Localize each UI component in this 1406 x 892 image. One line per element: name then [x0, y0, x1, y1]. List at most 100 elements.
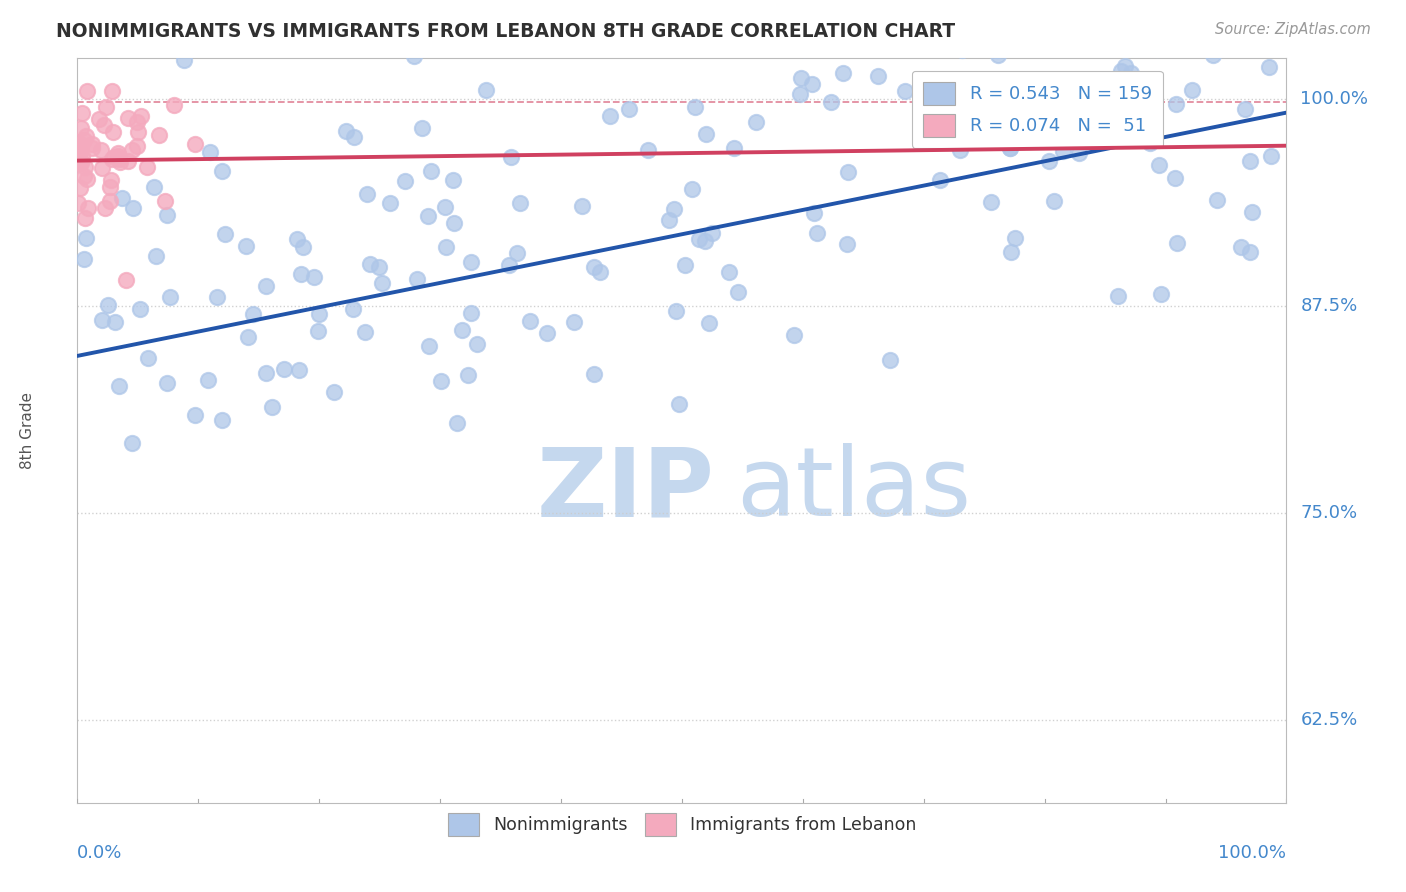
- Point: [107, 146, 129, 161]
- Point: [893, 84, 915, 98]
- Point: [69, 156, 91, 170]
- Point: [70, 154, 93, 169]
- Point: [67, 196, 90, 211]
- Point: [921, 118, 943, 132]
- Point: [1139, 136, 1161, 150]
- Point: [1150, 287, 1173, 301]
- Point: [668, 397, 690, 411]
- Point: [562, 315, 585, 329]
- Point: [800, 78, 823, 92]
- Point: [1043, 0, 1066, 2]
- Point: [474, 83, 496, 97]
- Point: [335, 123, 357, 137]
- Point: [93, 118, 115, 132]
- Point: [69, 136, 91, 151]
- Point: [76, 84, 98, 98]
- Point: [1239, 245, 1261, 260]
- Point: [1146, 42, 1168, 56]
- Point: [122, 201, 145, 215]
- Point: [90, 161, 112, 175]
- Point: [262, 400, 284, 414]
- Point: [948, 143, 970, 157]
- Point: [108, 152, 131, 166]
- Point: [673, 258, 696, 272]
- Point: [1216, 0, 1239, 14]
- Point: [73, 252, 96, 267]
- Point: [695, 128, 717, 142]
- Point: [1073, 90, 1095, 104]
- Point: [683, 100, 706, 114]
- Point: [242, 307, 264, 321]
- Point: [917, 6, 939, 21]
- Point: [1166, 235, 1188, 250]
- Point: [1107, 289, 1129, 303]
- Point: [353, 325, 375, 339]
- Point: [411, 120, 433, 135]
- Point: [718, 265, 741, 279]
- Point: [67, 146, 90, 161]
- Point: [980, 194, 1002, 209]
- Point: [416, 210, 439, 224]
- Point: [681, 182, 703, 196]
- Point: [290, 267, 312, 281]
- Point: [394, 174, 416, 188]
- Point: [127, 125, 149, 139]
- Point: [434, 240, 457, 254]
- Point: [782, 327, 804, 342]
- Point: [1230, 240, 1253, 254]
- Point: [367, 260, 389, 274]
- Point: [789, 87, 811, 102]
- Point: [727, 285, 749, 300]
- Point: [793, 42, 815, 56]
- Point: [73, 160, 96, 174]
- Point: [457, 368, 479, 382]
- Point: [664, 202, 686, 216]
- Point: [1181, 82, 1204, 96]
- Point: [200, 145, 222, 160]
- Point: [136, 351, 159, 365]
- Point: [506, 245, 529, 260]
- Point: [67, 155, 90, 169]
- Point: [1241, 205, 1264, 219]
- Point: [998, 141, 1021, 155]
- Point: [1109, 64, 1132, 78]
- Point: [75, 129, 97, 144]
- Point: [1260, 149, 1282, 163]
- Point: [101, 152, 124, 166]
- Point: [69, 140, 91, 154]
- Text: 0.0%: 0.0%: [77, 844, 122, 862]
- Point: [599, 109, 621, 123]
- Point: [162, 97, 184, 112]
- Point: [1036, 85, 1059, 99]
- Point: [922, 95, 945, 110]
- Point: [129, 109, 152, 123]
- Point: [1164, 97, 1187, 112]
- Point: [688, 232, 710, 246]
- Point: [114, 273, 136, 287]
- Point: [254, 279, 277, 293]
- Point: [211, 413, 233, 427]
- Point: [207, 290, 229, 304]
- Point: [148, 128, 170, 143]
- Point: [1038, 153, 1060, 168]
- Point: [117, 112, 139, 126]
- Point: [699, 316, 721, 330]
- Point: [519, 314, 541, 328]
- Point: [127, 138, 149, 153]
- Point: [832, 66, 855, 80]
- Point: [441, 173, 464, 187]
- Point: [342, 301, 364, 316]
- Point: [509, 196, 531, 211]
- Point: [211, 163, 233, 178]
- Point: [304, 269, 326, 284]
- Point: [1054, 123, 1077, 137]
- Point: [273, 361, 295, 376]
- Point: [837, 165, 859, 179]
- Point: [1000, 245, 1022, 260]
- Text: 87.5%: 87.5%: [1301, 297, 1358, 315]
- Point: [499, 150, 522, 164]
- Point: [928, 172, 950, 186]
- Point: [1119, 66, 1142, 80]
- Point: [94, 201, 117, 215]
- Point: [1164, 171, 1187, 186]
